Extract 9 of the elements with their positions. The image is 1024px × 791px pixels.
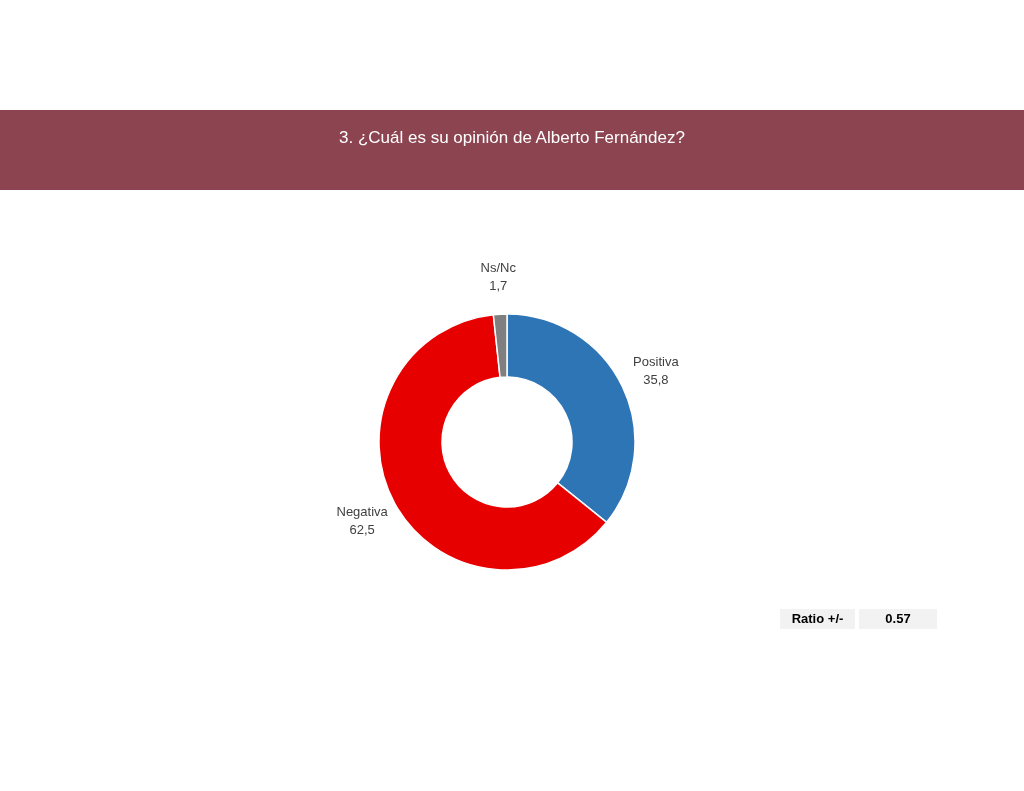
slice-label: Ns/Nc (480, 260, 517, 276)
chart-title: 3. ¿Cuál es su opinión de Alberto Fernández? (0, 110, 1024, 190)
data-label: 1,7 (489, 278, 508, 294)
slice-label: Negativa (336, 504, 389, 520)
slice-label: Positiva (633, 353, 680, 369)
data-label: 35,8 (643, 371, 669, 387)
text: 0.57 (859, 609, 937, 629)
data-label: 62,5 (349, 522, 375, 538)
text: Ratio +/- (780, 609, 855, 629)
